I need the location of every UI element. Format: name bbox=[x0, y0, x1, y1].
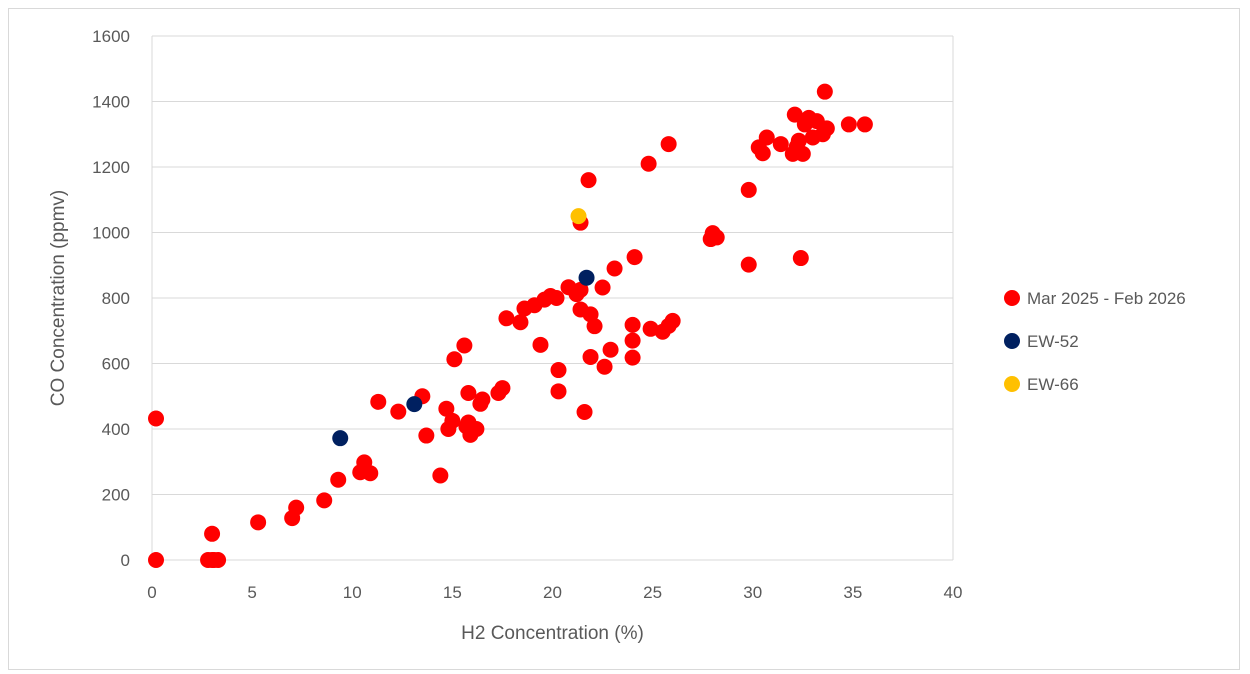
x-tick-labels: 0 5 10 15 20 25 30 35 40 bbox=[147, 583, 962, 602]
data-point bbox=[572, 281, 589, 298]
data-point bbox=[840, 116, 857, 133]
x-tick-label: 10 bbox=[343, 583, 362, 602]
y-tick-label: 600 bbox=[102, 355, 130, 374]
data-point bbox=[856, 116, 873, 133]
data-point bbox=[446, 351, 463, 368]
data-point bbox=[790, 132, 807, 149]
data-point bbox=[432, 467, 449, 484]
data-point bbox=[532, 336, 549, 353]
data-point bbox=[792, 250, 809, 267]
data-point bbox=[576, 403, 593, 420]
data-point bbox=[548, 290, 565, 306]
data-point bbox=[390, 403, 407, 420]
data-points bbox=[148, 83, 873, 568]
data-point bbox=[640, 155, 657, 172]
x-tick-label: 35 bbox=[843, 583, 862, 602]
data-point bbox=[624, 332, 641, 349]
data-point bbox=[494, 380, 511, 397]
data-point bbox=[754, 145, 771, 162]
data-point bbox=[772, 136, 789, 153]
y-tick-label: 800 bbox=[102, 289, 130, 308]
data-point bbox=[602, 341, 619, 358]
data-point bbox=[316, 492, 333, 509]
data-point bbox=[642, 320, 659, 337]
data-point bbox=[474, 391, 491, 408]
data-point bbox=[330, 471, 347, 488]
data-point bbox=[362, 465, 379, 482]
data-point bbox=[596, 358, 613, 375]
y-tick-label: 400 bbox=[102, 420, 130, 439]
y-tick-labels: 0 200 400 600 800 1000 1200 1400 1600 bbox=[92, 27, 130, 570]
data-point bbox=[332, 430, 349, 447]
data-point bbox=[664, 312, 681, 329]
data-point bbox=[818, 120, 835, 137]
data-point bbox=[498, 310, 515, 327]
x-tick-label: 0 bbox=[147, 583, 156, 602]
data-point bbox=[578, 269, 595, 286]
data-point bbox=[582, 348, 599, 365]
legend-marker bbox=[1004, 290, 1020, 306]
data-point bbox=[794, 145, 811, 162]
data-point bbox=[660, 136, 677, 153]
data-point bbox=[210, 552, 227, 568]
x-tick-label: 25 bbox=[643, 583, 662, 602]
data-point bbox=[594, 279, 611, 296]
data-point bbox=[626, 249, 643, 266]
data-point bbox=[406, 396, 423, 413]
data-point bbox=[624, 349, 641, 366]
data-point bbox=[456, 337, 473, 354]
data-point bbox=[148, 410, 165, 427]
y-tick-label: 0 bbox=[121, 551, 130, 570]
data-point bbox=[512, 314, 529, 331]
data-point bbox=[204, 525, 221, 542]
data-point bbox=[708, 229, 725, 246]
y-tick-label: 1400 bbox=[92, 93, 130, 112]
y-tick-label: 1200 bbox=[92, 158, 130, 177]
data-point bbox=[550, 383, 567, 400]
y-axis-title: CO Concentration (ppmv) bbox=[48, 190, 69, 406]
chart-frame bbox=[8, 8, 1240, 670]
y-tick-label: 1600 bbox=[92, 27, 130, 46]
x-tick-label: 5 bbox=[247, 583, 256, 602]
data-point bbox=[580, 172, 597, 189]
data-point bbox=[418, 427, 435, 444]
legend: Mar 2025 - Feb 2026 EW-52 EW-66 bbox=[1004, 289, 1186, 394]
data-point bbox=[148, 552, 165, 568]
x-axis-title: H2 Concentration (%) bbox=[461, 623, 644, 644]
data-point bbox=[444, 412, 461, 429]
legend-marker bbox=[1004, 376, 1020, 392]
data-point bbox=[250, 514, 267, 531]
legend-label: EW-66 bbox=[1027, 375, 1079, 394]
data-point bbox=[438, 400, 455, 417]
data-point bbox=[786, 106, 803, 123]
x-tick-label: 20 bbox=[543, 583, 562, 602]
data-point bbox=[740, 181, 757, 198]
x-tick-label: 15 bbox=[443, 583, 462, 602]
legend-label: Mar 2025 - Feb 2026 bbox=[1027, 289, 1186, 308]
data-point bbox=[758, 129, 775, 146]
data-point bbox=[816, 83, 833, 100]
x-tick-label: 30 bbox=[743, 583, 762, 602]
data-point bbox=[370, 393, 387, 410]
data-point bbox=[606, 260, 623, 277]
data-point bbox=[570, 208, 587, 225]
data-point bbox=[586, 318, 603, 335]
data-point bbox=[740, 256, 757, 273]
data-point bbox=[550, 362, 567, 379]
data-point bbox=[468, 421, 485, 437]
data-point bbox=[460, 384, 477, 401]
x-tick-label: 40 bbox=[944, 583, 963, 602]
data-point bbox=[288, 499, 305, 516]
y-tick-label: 200 bbox=[102, 486, 130, 505]
data-point bbox=[624, 316, 641, 333]
y-tick-label: 1000 bbox=[92, 224, 130, 243]
legend-label: EW-52 bbox=[1027, 332, 1079, 351]
legend-marker bbox=[1004, 333, 1020, 349]
